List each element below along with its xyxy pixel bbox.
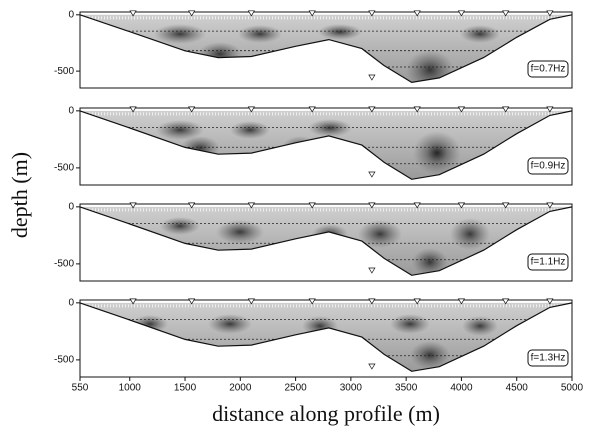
station bbox=[546, 10, 554, 17]
station bbox=[308, 298, 316, 305]
x-tick-label: 550 bbox=[72, 383, 89, 394]
amplitude-blob bbox=[208, 314, 252, 334]
station bbox=[368, 10, 376, 17]
station bbox=[502, 202, 510, 209]
station bbox=[413, 202, 421, 209]
station bbox=[368, 171, 376, 178]
x-tick-label: 2500 bbox=[284, 383, 307, 394]
station bbox=[413, 298, 421, 305]
station bbox=[247, 298, 255, 305]
station bbox=[457, 106, 466, 113]
amplitude-blob bbox=[238, 25, 282, 43]
label-box bbox=[527, 60, 569, 78]
amplitude-blob bbox=[308, 119, 352, 137]
station bbox=[546, 106, 554, 113]
y-tick-label: -500 bbox=[54, 259, 74, 270]
station bbox=[502, 10, 510, 17]
station bbox=[188, 10, 196, 17]
x-tick-label: 4500 bbox=[506, 383, 529, 394]
station bbox=[188, 298, 196, 305]
amplitude-blob bbox=[427, 144, 447, 162]
amplitude-blob bbox=[450, 218, 490, 250]
panel: 0 -500 f=1.3Hz 550 1000 1500 2000 2500 3000 3500 4… bbox=[54, 297, 584, 393]
station bbox=[368, 202, 376, 209]
station bbox=[308, 10, 316, 17]
basin-outline bbox=[79, 110, 573, 180]
station bbox=[457, 298, 466, 305]
amplitude-blob bbox=[230, 121, 270, 139]
station bbox=[368, 298, 376, 305]
basin-outline bbox=[79, 14, 573, 84]
station bbox=[129, 10, 137, 17]
station bbox=[457, 202, 466, 209]
station bbox=[502, 298, 510, 305]
panel: 0 -500 f=0.9Hz bbox=[54, 105, 573, 186]
x-tick-label: 4000 bbox=[450, 383, 473, 394]
basin-outline bbox=[79, 206, 573, 276]
label-box bbox=[527, 157, 569, 175]
station bbox=[546, 298, 554, 305]
y-tick-label: 0 bbox=[68, 201, 74, 212]
x-tick-label: 3500 bbox=[395, 383, 418, 394]
panel-label: f=1.3Hz bbox=[531, 353, 566, 364]
station bbox=[413, 106, 421, 113]
x-tick-label: 1000 bbox=[119, 383, 142, 394]
x-axis-title: distance along profile (m) bbox=[212, 401, 440, 426]
station bbox=[368, 267, 376, 274]
label-box bbox=[527, 253, 569, 271]
station bbox=[129, 298, 137, 305]
station bbox=[308, 106, 316, 113]
amplitude-blob bbox=[412, 248, 448, 276]
station bbox=[368, 363, 376, 370]
panel-label: f=1.1Hz bbox=[531, 257, 566, 268]
amplitude-blob bbox=[216, 220, 264, 244]
label-box bbox=[527, 349, 569, 367]
station bbox=[188, 106, 196, 113]
x-tick-label: 5000 bbox=[561, 383, 584, 394]
station bbox=[546, 202, 554, 209]
amplitude-blob bbox=[460, 25, 500, 43]
amplitude-blob bbox=[462, 316, 498, 336]
basin-outline bbox=[79, 302, 573, 372]
amplitude-blob bbox=[390, 314, 430, 334]
station bbox=[129, 202, 137, 209]
y-axis-title: depth (m) bbox=[7, 152, 32, 238]
panel-label: f=0.9Hz bbox=[531, 161, 566, 172]
y-tick-label: -500 bbox=[54, 355, 74, 366]
y-tick-label: 0 bbox=[68, 9, 74, 20]
x-tick-label: 3000 bbox=[340, 383, 363, 394]
panel: 0 -500 f=0.7Hz bbox=[54, 9, 573, 89]
station bbox=[129, 106, 137, 113]
amplitude-blob bbox=[358, 220, 402, 248]
station bbox=[247, 10, 255, 17]
amplitude-blob bbox=[318, 24, 362, 40]
panel: 0 -500 f=1.1Hz bbox=[54, 201, 573, 282]
station bbox=[308, 202, 316, 209]
station bbox=[368, 106, 376, 113]
y-tick-label: 0 bbox=[68, 297, 74, 308]
station bbox=[413, 10, 421, 17]
station bbox=[368, 74, 376, 81]
station bbox=[457, 10, 466, 17]
station bbox=[247, 106, 255, 113]
y-tick-label: -500 bbox=[54, 66, 74, 77]
amplitude-blob bbox=[154, 24, 206, 44]
x-tick-label: 2000 bbox=[229, 383, 252, 394]
amplitude-blob bbox=[156, 120, 204, 140]
y-tick-label: 0 bbox=[68, 105, 74, 116]
basin-area bbox=[80, 206, 572, 276]
station bbox=[502, 106, 510, 113]
y-tick-label: -500 bbox=[54, 163, 74, 174]
station bbox=[247, 202, 255, 209]
station bbox=[188, 202, 196, 209]
amplitude-blob bbox=[160, 217, 200, 235]
panel-label: f=0.7Hz bbox=[531, 64, 566, 75]
amplitude-blob bbox=[410, 341, 450, 369]
x-tick-label: 1500 bbox=[174, 383, 197, 394]
